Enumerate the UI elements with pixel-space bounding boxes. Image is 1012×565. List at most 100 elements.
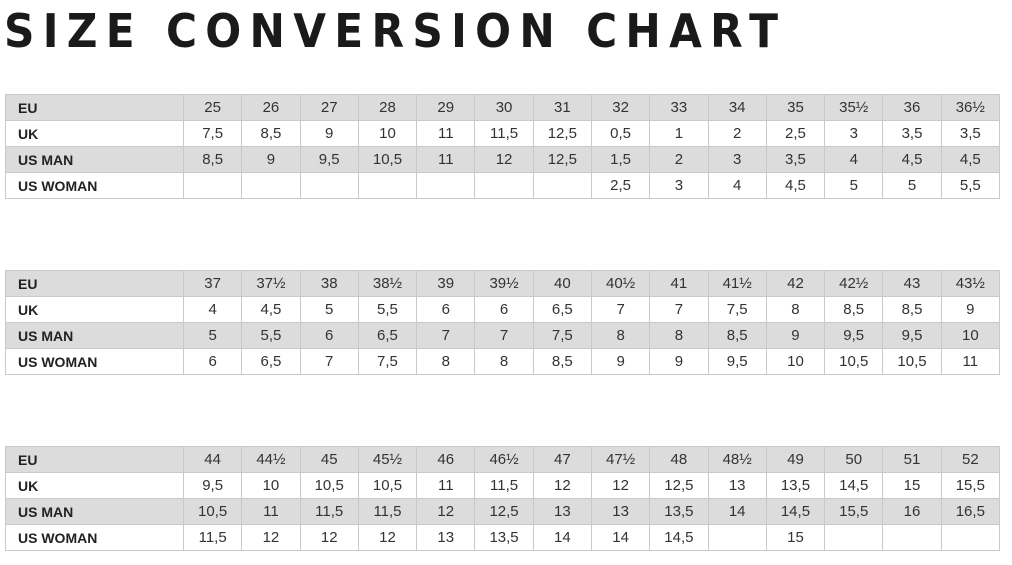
size-cell: 3 [649, 172, 709, 199]
size-cell: 32 [590, 94, 651, 121]
size-cell: 9 [765, 322, 826, 349]
size-cell: 36½ [940, 94, 1001, 121]
size-cell: 12 [590, 472, 651, 499]
size-cell: 10,5 [824, 348, 884, 375]
size-cell: 11,5 [474, 472, 534, 499]
size-cell: 0,5 [590, 120, 651, 147]
size-cell: 3,5 [882, 120, 942, 147]
size-cell: 45 [299, 446, 359, 473]
table-row: US WOMAN 6 6,5 7 7,5 8 8 8,5 9 9 9,5 10 10,5 10,5 11 [5, 348, 1001, 375]
row-label: EU [5, 446, 184, 473]
size-cell: 16 [882, 498, 942, 525]
size-cell: 2,5 [765, 120, 826, 147]
size-cell [241, 172, 301, 199]
size-cell: 6 [474, 296, 534, 323]
size-cell: 7,5 [532, 322, 592, 349]
size-cell: 25 [182, 94, 243, 121]
size-cell: 41½ [707, 270, 767, 297]
size-cell: 13,5 [649, 498, 709, 525]
size-cell: 6,5 [532, 296, 592, 323]
size-cell: 39 [416, 270, 476, 297]
table-row: US MAN 5 5,5 6 6,5 7 7 7,5 8 8 8,5 9 9,5 9,5 10 [5, 322, 1001, 349]
size-cell: 27 [299, 94, 359, 121]
size-cell: 10 [765, 348, 826, 375]
size-cell: 7 [299, 348, 359, 375]
size-cell: 34 [707, 94, 767, 121]
size-cell: 2 [707, 120, 767, 147]
size-cell: 14,5 [649, 524, 709, 551]
row-label: US WOMAN [5, 524, 184, 551]
size-cell: 48 [649, 446, 709, 473]
size-cell: 9 [649, 348, 709, 375]
size-cell: 5 [882, 172, 942, 199]
size-cell [824, 524, 884, 551]
size-cell: 12 [474, 146, 534, 173]
size-cell: 7 [649, 296, 709, 323]
size-cell: 15,5 [940, 472, 1001, 499]
size-cell: 45½ [357, 446, 418, 473]
size-cell: 13 [532, 498, 592, 525]
size-cell: 5 [824, 172, 884, 199]
size-cell: 10 [241, 472, 301, 499]
size-cell: 37½ [241, 270, 301, 297]
size-cell: 9,5 [882, 322, 942, 349]
size-cell: 15 [882, 472, 942, 499]
size-cell: 48½ [707, 446, 767, 473]
size-cell [882, 524, 942, 551]
size-cell: 13 [590, 498, 651, 525]
size-cell: 11 [416, 120, 476, 147]
row-label: EU [5, 270, 184, 297]
size-cell: 6,5 [241, 348, 301, 375]
size-cell: 14 [707, 498, 767, 525]
size-cell: 52 [940, 446, 1001, 473]
size-cell: 12 [357, 524, 418, 551]
row-label: UK [5, 120, 184, 147]
table-row: US WOMAN 11,5 12 12 12 13 13,5 14 14 14,5 15 [5, 524, 1001, 551]
size-cell: 14 [532, 524, 592, 551]
size-cell: 6 [182, 348, 243, 375]
size-cell: 44½ [241, 446, 301, 473]
size-cell [532, 172, 592, 199]
size-cell: 8 [474, 348, 534, 375]
size-cell: 11 [416, 472, 476, 499]
size-cell: 9,5 [824, 322, 884, 349]
size-table: EU 37 37½ 38 38½ 39 39½ 40 40½ 41 41½ 42 42½ 43 43½ UK 4… [5, 270, 1001, 375]
size-cell: 1,5 [590, 146, 651, 173]
size-cell: 7,5 [182, 120, 243, 147]
size-cell: 4 [182, 296, 243, 323]
size-cell: 15,5 [824, 498, 884, 525]
size-cell: 2,5 [590, 172, 651, 199]
row-label: US WOMAN [5, 348, 184, 375]
table-row: UK 4 4,5 5 5,5 6 6 6,5 7 7 7,5 8 8,5 8,5 9 [5, 296, 1001, 323]
size-cell: 12,5 [532, 120, 592, 147]
size-cell: 3 [707, 146, 767, 173]
size-cell: 11,5 [357, 498, 418, 525]
size-cell: 7 [590, 296, 651, 323]
size-cell: 35 [765, 94, 826, 121]
page-title: SIZE CONVERSION CHART [4, 4, 787, 58]
size-cell: 8,5 [707, 322, 767, 349]
size-cell: 36 [882, 94, 942, 121]
size-cell: 10,5 [299, 472, 359, 499]
size-cell [357, 172, 418, 199]
size-cell: 37 [182, 270, 243, 297]
size-cell: 4,5 [241, 296, 301, 323]
size-cell: 31 [532, 94, 592, 121]
size-cell: 42 [765, 270, 826, 297]
size-cell: 47 [532, 446, 592, 473]
size-cell: 5,5 [940, 172, 1001, 199]
row-label: UK [5, 472, 184, 499]
size-cell: 8,5 [241, 120, 301, 147]
size-cell: 41 [649, 270, 709, 297]
size-cell: 11 [416, 146, 476, 173]
size-cell: 9 [241, 146, 301, 173]
size-cell: 10,5 [357, 146, 418, 173]
size-cell: 26 [241, 94, 301, 121]
size-cell: 6 [416, 296, 476, 323]
size-cell: 5 [182, 322, 243, 349]
table-row: EU 25 26 27 28 29 30 31 32 33 34 35 35½ 36 36½ [5, 94, 1001, 121]
size-cell: 12,5 [649, 472, 709, 499]
size-cell: 1 [649, 120, 709, 147]
table-row: UK 7,5 8,5 9 10 11 11,5 12,5 0,5 1 2 2,5 3 3,5 3,5 [5, 120, 1001, 147]
size-cell: 4,5 [940, 146, 1001, 173]
